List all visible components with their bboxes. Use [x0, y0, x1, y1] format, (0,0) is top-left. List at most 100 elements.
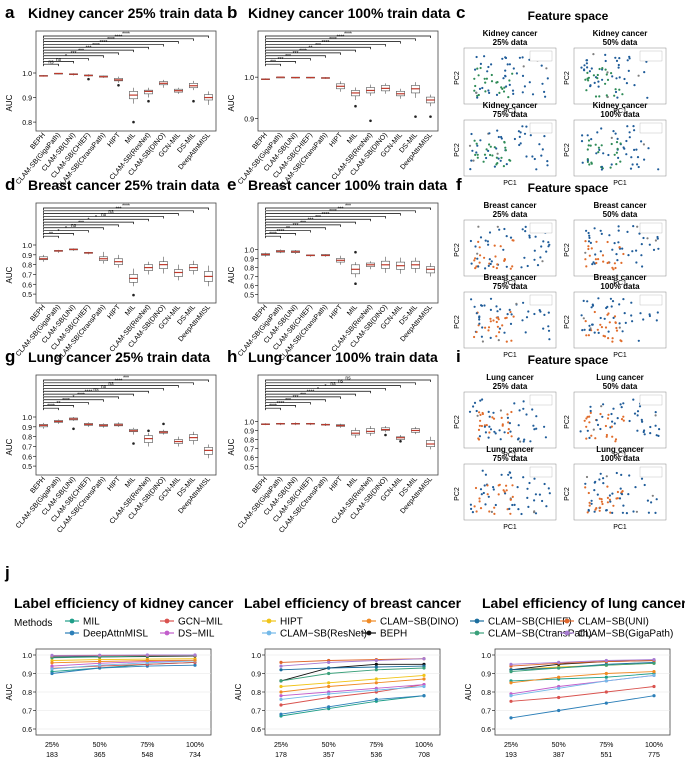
feature-point — [587, 139, 591, 142]
series-point-j2 — [279, 712, 283, 716]
feature-point — [528, 81, 531, 84]
feature-point — [628, 55, 631, 58]
sig-bracket-h — [265, 405, 296, 408]
series-point-j2 — [327, 692, 331, 696]
y-tick-label-g: 0.9 — [22, 425, 32, 432]
feature-point — [582, 317, 585, 320]
feature-point — [599, 250, 602, 253]
series-line-j3 — [510, 674, 655, 697]
feature-point — [513, 402, 516, 405]
feature-point — [627, 254, 630, 257]
series-line-j2 — [280, 695, 425, 715]
feature-point — [477, 428, 481, 431]
feature-point — [592, 74, 596, 77]
feature-point — [517, 437, 520, 440]
y-tick-label-g: 0.6 — [22, 454, 32, 461]
series-point-j1 — [98, 653, 102, 657]
y-axis-label-g: AUC — [5, 438, 14, 455]
feature-point — [598, 67, 601, 71]
x-tick-label-b: HIPT — [328, 131, 344, 148]
series-point-j2 — [374, 665, 378, 669]
legend-swatch-dot — [564, 618, 570, 624]
feature-point — [543, 135, 546, 138]
feature-point — [468, 144, 472, 147]
feature-point — [487, 243, 490, 246]
feature-point — [492, 417, 496, 420]
feature-point — [635, 249, 638, 252]
feature-point — [626, 230, 629, 233]
sig-bracket-g — [43, 390, 149, 394]
feature-point — [586, 511, 589, 514]
feature-point — [481, 340, 484, 343]
feature-point — [594, 253, 597, 256]
feature-point — [508, 422, 511, 425]
x-tick-label-h: HIPT — [328, 475, 344, 492]
feature-point — [507, 428, 510, 431]
feature-point — [484, 267, 487, 270]
sig-label-e: ** — [286, 226, 290, 232]
feature-point — [590, 306, 593, 309]
sig-label-g: * — [73, 395, 75, 401]
sig-label-e: **** — [269, 232, 277, 238]
sig-label-h: *** — [300, 392, 306, 398]
feature-point — [614, 88, 617, 91]
feature-point — [590, 502, 593, 505]
legend-label: Methods — [14, 618, 52, 629]
feature-point — [625, 153, 628, 156]
series-point-j3 — [604, 679, 608, 683]
feature-point — [654, 239, 658, 242]
outlier-point-a — [147, 99, 150, 103]
feature-point — [631, 320, 634, 323]
feature-point — [604, 53, 607, 57]
feature-point — [589, 241, 593, 244]
sig-bracket-h — [265, 390, 371, 394]
feature-point — [527, 505, 530, 508]
feature-point — [483, 153, 487, 156]
outlier-point-g — [147, 429, 150, 433]
feature-point — [595, 261, 598, 265]
x-count-label-j2: 357 — [323, 752, 335, 759]
feature-point — [487, 329, 490, 332]
series-point-j1 — [50, 658, 54, 663]
sig-label-g: *** — [123, 376, 129, 382]
sig-bracket-e — [265, 224, 341, 227]
feature-point — [515, 72, 519, 75]
sig-label-h: * — [317, 387, 319, 393]
feature-point — [477, 225, 480, 228]
feature-point — [487, 65, 490, 69]
sig-bracket-d — [43, 224, 119, 227]
feature-point — [479, 254, 482, 257]
series-point-j1 — [50, 664, 54, 668]
feature-point — [490, 63, 493, 66]
feature-point — [504, 56, 507, 59]
feature-point — [585, 334, 588, 337]
feature-point — [495, 93, 499, 96]
feature-subplot-title-line: Kidney cancer — [483, 29, 538, 38]
feature-point — [657, 168, 660, 171]
feature-point — [606, 95, 609, 99]
feature-point — [469, 168, 472, 171]
feature-point — [627, 493, 630, 496]
feature-subplot-title: Lung cancer 50% data — [596, 373, 644, 391]
series-point-j3 — [509, 670, 513, 674]
feature-point — [656, 311, 659, 314]
sig-bracket-b — [265, 52, 341, 55]
sig-bracket-d — [43, 213, 179, 216]
plot-frame-d — [35, 202, 217, 304]
series-point-j3 — [652, 670, 656, 674]
feature-subplot-frame — [573, 391, 667, 449]
y-tick-label-h: 0.5 — [244, 465, 254, 472]
sig-bracket-d — [43, 235, 59, 239]
panel-label-b: b — [227, 3, 237, 22]
feature-point — [606, 501, 610, 504]
y-tick-label-j2: 0.8 — [251, 690, 261, 697]
feature-point — [646, 237, 649, 240]
panel-label-f: f — [456, 175, 462, 194]
feature-point — [588, 234, 591, 237]
feature-point — [488, 510, 491, 513]
feature-point — [646, 499, 650, 502]
legend-item-4: HIPT — [280, 617, 303, 628]
legend-item-10: CLAM−SB(UNI) — [578, 617, 649, 628]
outlier-point-b — [429, 115, 432, 118]
series-point-j1 — [145, 653, 149, 657]
